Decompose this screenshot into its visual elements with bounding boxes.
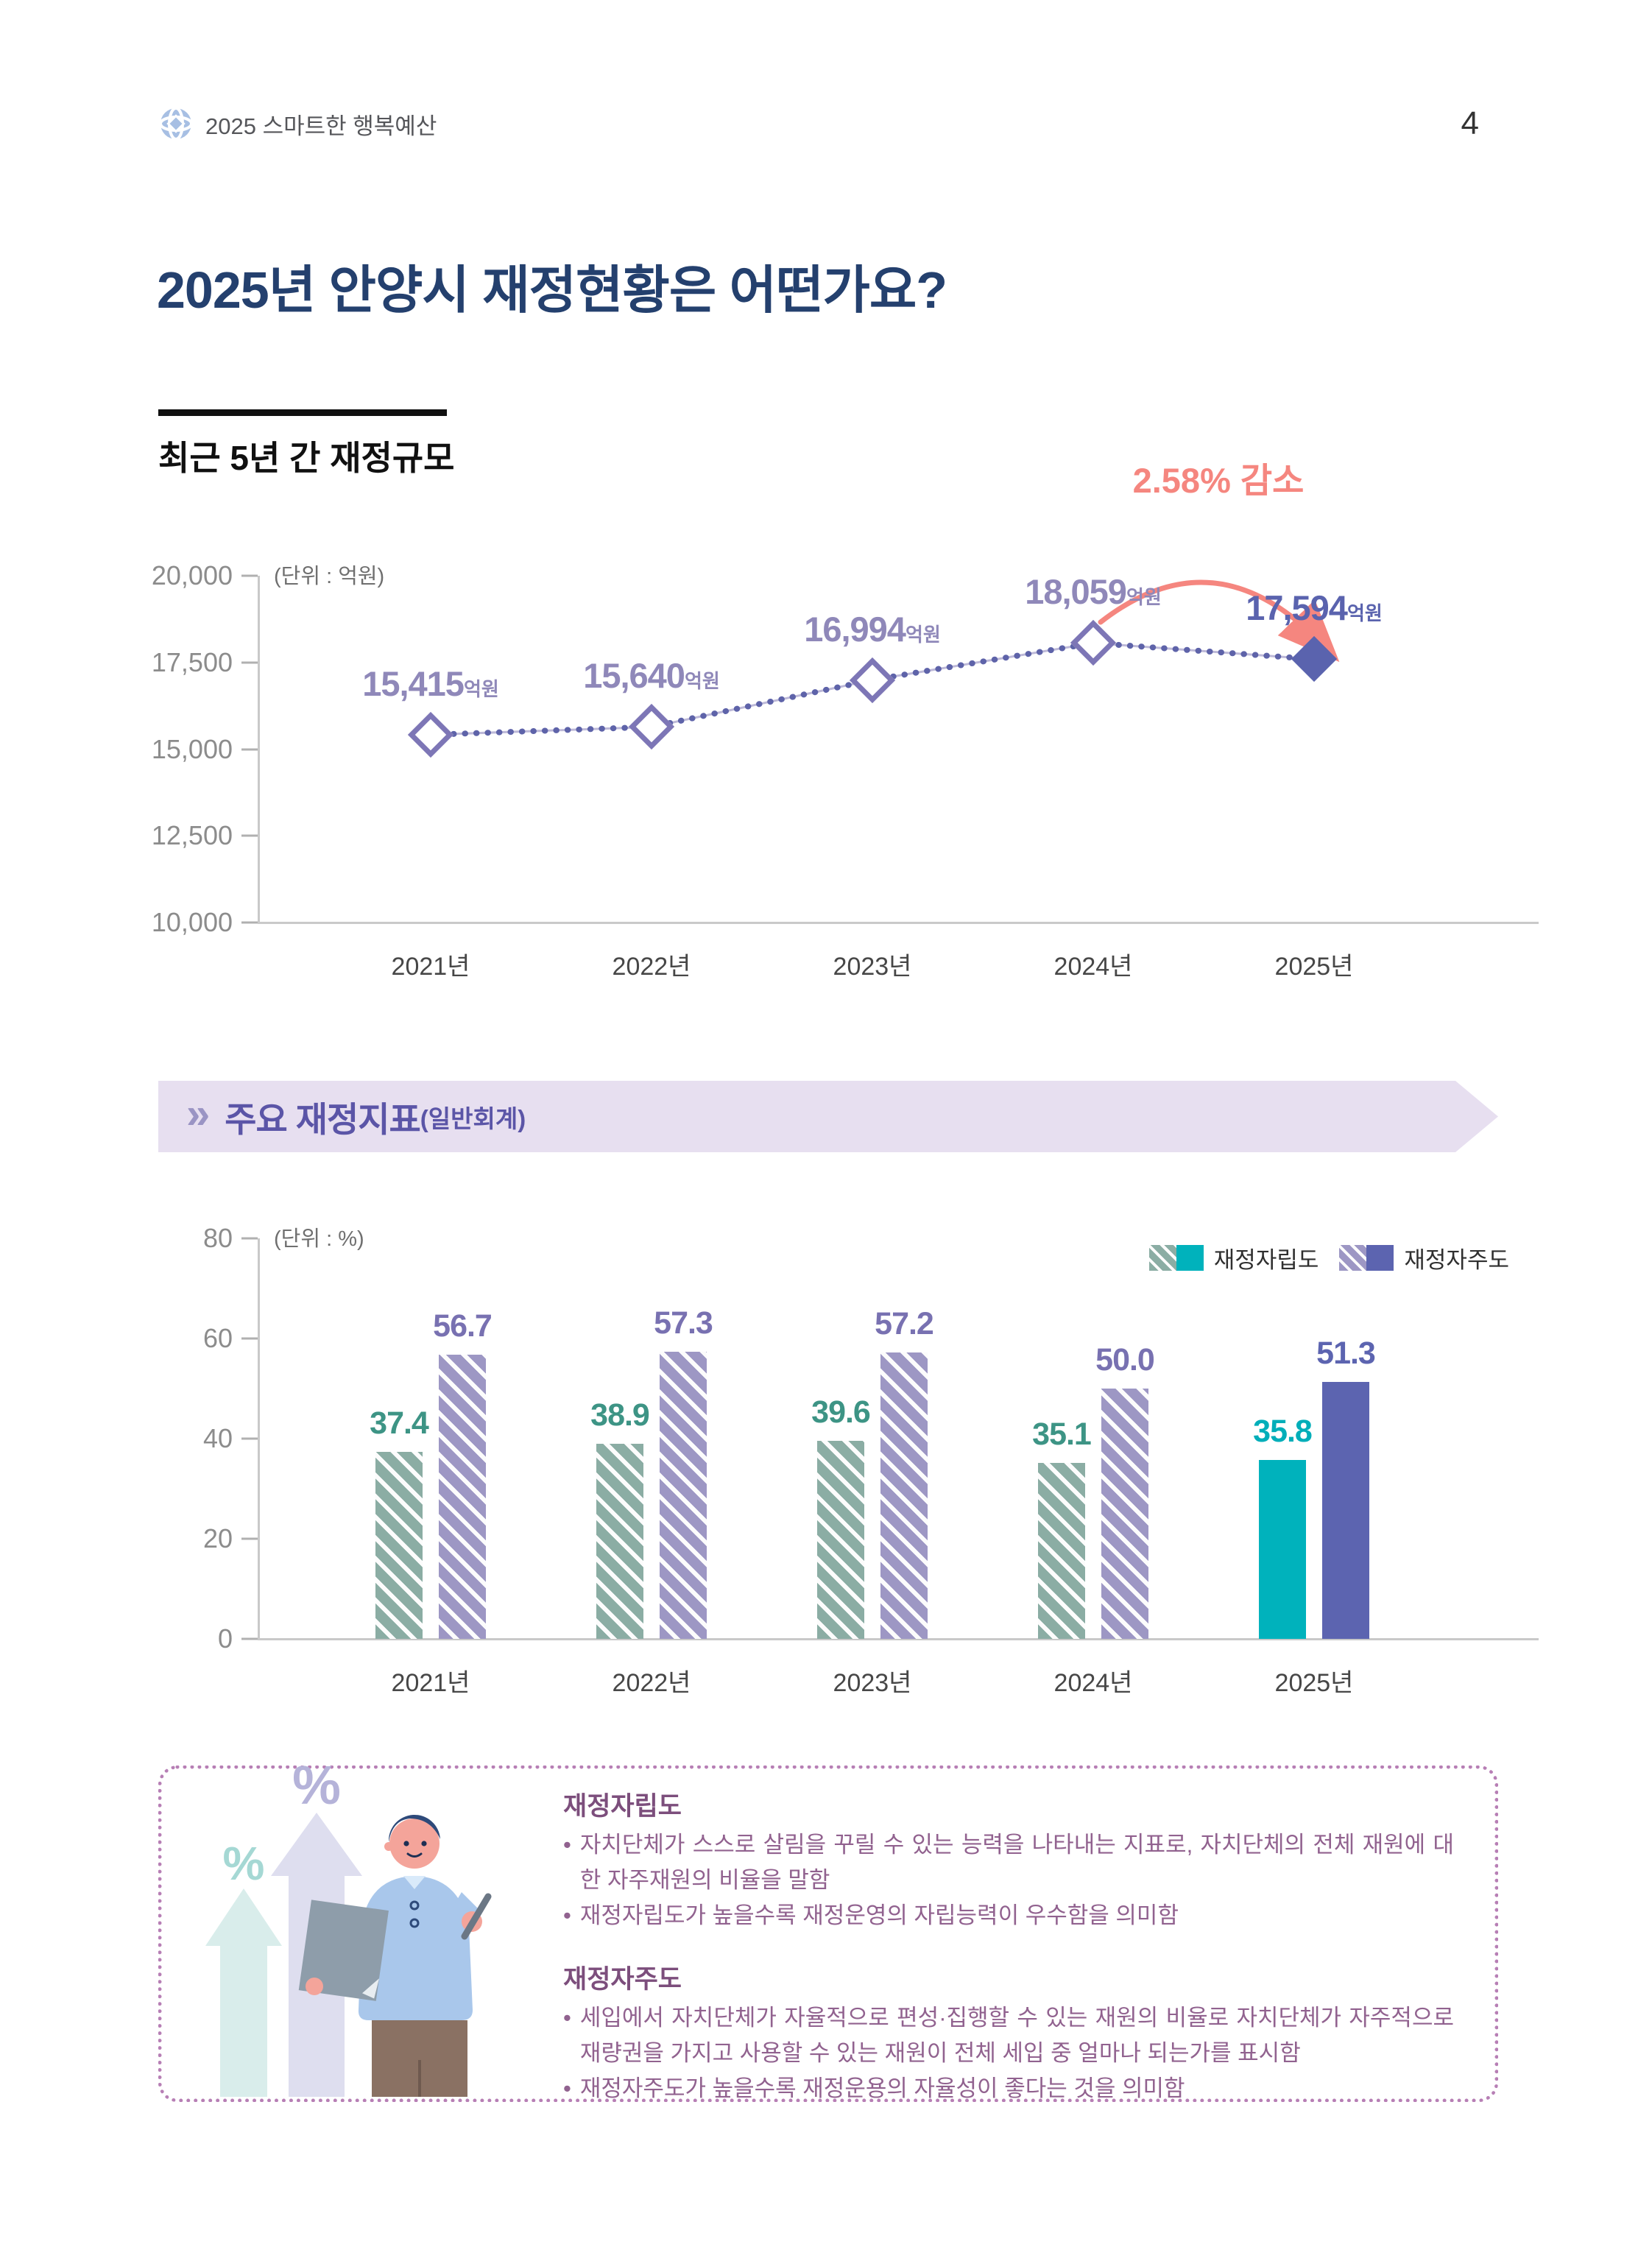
x-axis-label: 2024년: [1053, 1669, 1133, 1697]
definitions-text: 재정자립도 • 자치단체가 스스로 살림을 꾸릴 수 있는 능력을 나타내는 지…: [563, 1785, 1454, 2106]
y-axis-line: [258, 1238, 260, 1639]
y-tick: [241, 661, 258, 664]
x-axis-line: [258, 922, 1539, 924]
definition-bullet: • 자치단체가 스스로 살림을 꾸릴 수 있는 능력을 나타내는 지표로, 자치…: [563, 1827, 1454, 1898]
bar-재정자립도: [1259, 1459, 1306, 1639]
x-axis-line: [258, 1638, 1539, 1640]
unit-label-line-chart: (단위 : 억원): [274, 564, 385, 588]
x-axis-label: 2021년: [391, 953, 470, 981]
chart-legend: 재정자립도 재정자주도: [1148, 1241, 1509, 1274]
double-chevron-icon: »: [186, 1089, 211, 1137]
y-tick: [241, 921, 258, 924]
svg-text:%: %: [292, 1766, 341, 1816]
y-tick-label: 80: [202, 1223, 233, 1253]
banner-subtitle: (일반회계): [420, 1104, 526, 1132]
y-tick-label: 40: [202, 1423, 233, 1453]
bar-value-label: 37.4: [370, 1405, 429, 1441]
data-point-value: 18,059억원: [1025, 572, 1162, 612]
bar-value-label: 38.9: [590, 1397, 650, 1433]
data-point-value: 17,594억원: [1246, 588, 1383, 628]
bullet-dot-icon: •: [563, 1902, 571, 1929]
y-tick: [241, 1637, 258, 1640]
x-axis-label: 2024년: [1053, 953, 1133, 981]
bar-value-label: 57.2: [875, 1306, 934, 1342]
bar-재정자주도: [660, 1352, 707, 1639]
y-tick: [241, 574, 258, 577]
line-chart-fiscal-scale: (단위 : 억원) 2.58% 감소 20,000 17,500 15,000 12,…: [152, 461, 1539, 981]
page-number: 4: [1461, 105, 1479, 141]
definitions-info-box: % %: [158, 1766, 1498, 2102]
bar-재정자립도: [596, 1444, 643, 1639]
data-point-value: 15,640억원: [583, 656, 720, 696]
y-tick: [241, 1437, 258, 1440]
definition-title-fiscal-independence: 재정자립도: [563, 1792, 682, 1821]
bar-value-label: 51.3: [1316, 1336, 1376, 1372]
bullet-dot-icon: •: [563, 2075, 571, 2102]
bar-value-label: 35.1: [1032, 1417, 1092, 1453]
bar-value-label: 35.8: [1253, 1413, 1313, 1449]
data-point-value: 16,994억원: [804, 609, 941, 649]
data-point-value: 15,415억원: [362, 663, 499, 703]
bullet-dot-icon: •: [563, 1832, 571, 1858]
legend-item-fiscal-independence: 재정자립도: [1148, 1241, 1319, 1274]
legend-swatch-purple-icon: [1339, 1245, 1394, 1271]
x-axis-label: 2025년: [1274, 953, 1354, 981]
legend-label: 재정자립도: [1213, 1247, 1319, 1273]
x-axis-label: 2025년: [1274, 1669, 1354, 1697]
y-tick-label: 20: [202, 1523, 233, 1553]
definition-bullet: • 세입에서 자치단체가 자율적으로 편성·집행할 수 있는 재원의 비율로 자…: [563, 2000, 1454, 2071]
definition-bullet: • 재정자주도가 높을수록 재정운용의 자율성이 좋다는 것을 의미함: [563, 2071, 1454, 2106]
legend-item-fiscal-autonomy: 재정자주도: [1339, 1241, 1509, 1274]
y-tick: [241, 834, 258, 837]
bar-value-label: 57.3: [654, 1305, 713, 1341]
section-rule: [158, 409, 447, 416]
x-axis-label: 2023년: [833, 1669, 912, 1697]
bullet-dot-icon: •: [563, 2005, 571, 2031]
section-heading-fiscal-scale: 최근 5년 간 재정규모: [158, 439, 455, 477]
y-tick-label: 0: [217, 1623, 233, 1654]
page-title: 2025년 안양시 재정현황은 어떤가요?: [157, 261, 947, 319]
bar-재정자립도: [375, 1451, 423, 1639]
legend-swatch-teal-icon: [1148, 1245, 1204, 1271]
bar-value-label: 50.0: [1095, 1342, 1155, 1378]
x-axis-label: 2023년: [833, 953, 912, 981]
banner-title: 주요 재정지표: [225, 1100, 420, 1139]
svg-text:%: %: [223, 1837, 265, 1890]
definition-bullet: • 재정자립도가 높을수록 재정운영의 자립능력이 우수함을 의미함: [563, 1898, 1454, 1933]
y-tick-label: 15,000: [151, 733, 233, 764]
y-tick: [241, 1537, 258, 1540]
unit-label-bar-chart: (단위 : %): [274, 1227, 364, 1251]
bar-재정자주도: [1322, 1382, 1369, 1639]
y-tick-label: 20,000: [151, 560, 233, 590]
x-axis-label: 2021년: [391, 1669, 470, 1697]
y-tick: [241, 1237, 258, 1240]
brand-label: 2025 스마트한 행복예산: [205, 113, 437, 139]
y-tick-label: 12,500: [151, 820, 233, 851]
bar-value-label: 39.6: [811, 1394, 871, 1430]
bar-재정자주도: [880, 1352, 928, 1639]
y-tick-label: 17,500: [151, 646, 233, 677]
y-tick-label: 60: [202, 1323, 233, 1353]
bar-재정자립도: [817, 1440, 864, 1639]
page-header: 2025 스마트한 행복예산 4: [158, 102, 1479, 146]
x-axis-label: 2022년: [612, 953, 691, 981]
bar-재정자주도: [1101, 1389, 1148, 1639]
y-axis-line: [258, 576, 260, 923]
decrease-arrow-icon: [1098, 579, 1340, 663]
bar-재정자주도: [439, 1355, 486, 1639]
x-axis-label: 2022년: [612, 1669, 691, 1697]
y-tick: [241, 1337, 258, 1340]
section-banner-indicators: » 주요 재정지표 (일반회계): [158, 1081, 1498, 1152]
brand-globe-icon: [158, 106, 194, 141]
bar-재정자립도: [1038, 1463, 1085, 1639]
y-tick: [241, 748, 258, 750]
bar-chart-fiscal-indicators: (단위 : %) 재정자립도 재정자주도 80 60 40 20 0 37.4 56.7 3…: [203, 1223, 1539, 1697]
decrease-annotation-text: 2.58% 감소: [1132, 461, 1305, 500]
legend-label: 재정자주도: [1404, 1247, 1509, 1273]
bar-value-label: 56.7: [433, 1308, 493, 1344]
person-analyzing-chart-illustration: % %: [205, 1766, 492, 2097]
y-tick-label: 10,000: [151, 907, 233, 937]
definition-title-fiscal-autonomy: 재정자주도: [563, 1965, 682, 1994]
